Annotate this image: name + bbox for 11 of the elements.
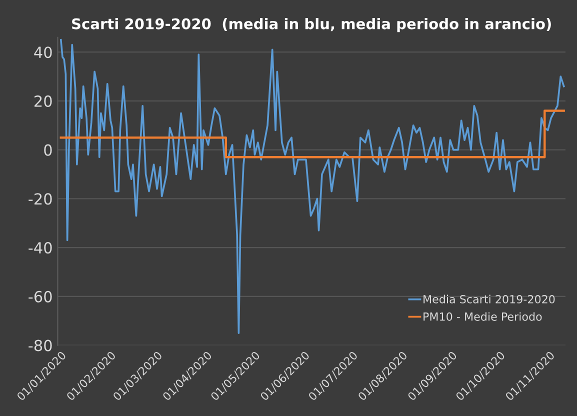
- y-tick-label: 20: [34, 95, 52, 107]
- y-tick-label: 40: [34, 46, 52, 58]
- line-series: [60, 38, 565, 334]
- y-tick-label: 0: [44, 144, 52, 156]
- y-tick-label: -80: [28, 340, 52, 352]
- y-tick-label: -60: [28, 290, 52, 302]
- y-tick-label: -40: [28, 242, 52, 254]
- y-tick-label: -20: [28, 193, 52, 205]
- chart-title: Scarti 2019-2020 (media in blu, media periodo in arancio): [72, 18, 551, 32]
- legend-label: PM10 - Medie Periodo: [424, 312, 542, 321]
- legend-label: Media Scarti 2019-2020: [424, 294, 555, 304]
